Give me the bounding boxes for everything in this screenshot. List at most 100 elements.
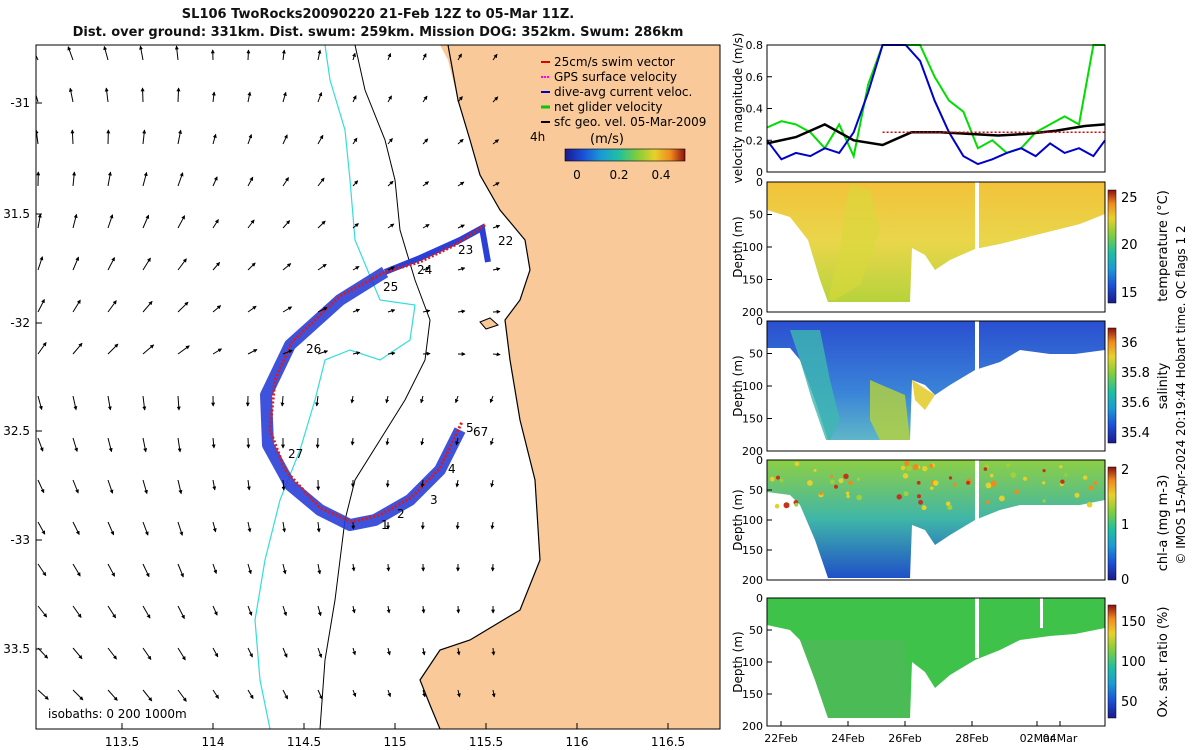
map-xtick-label-114.5: 114.5 bbox=[287, 735, 321, 749]
velocity-arrow-122 bbox=[385, 395, 390, 404]
isobath-1000m bbox=[254, 45, 416, 729]
chl-a-point-61 bbox=[1088, 485, 1094, 491]
day-label-2: 2 bbox=[397, 507, 405, 521]
chl-a-point-52 bbox=[966, 480, 971, 485]
velocity-arrow-105 bbox=[282, 349, 293, 355]
legend-swim-vector: 25cm/s swim vector bbox=[554, 55, 675, 69]
chl-a-depth-tick-200: 200 bbox=[742, 574, 763, 587]
oxsat-cbar-tick-150: 150 bbox=[1121, 615, 1146, 630]
oxsat-gap bbox=[975, 598, 979, 658]
velocity-arrow-83 bbox=[492, 267, 501, 272]
chl-a-point-53 bbox=[945, 501, 951, 507]
chl-a-point-7 bbox=[783, 502, 790, 509]
velocity-arrow-145 bbox=[212, 479, 217, 491]
velocity-arrow-12 bbox=[457, 53, 462, 61]
velocity-arrow-24 bbox=[387, 95, 392, 103]
velocity-arrow-228 bbox=[178, 732, 187, 743]
velocity-ylabel: velocity magnitude (m/s) bbox=[731, 33, 745, 184]
velocity-arrow-203 bbox=[282, 647, 288, 658]
chl-a-point-54 bbox=[906, 465, 912, 472]
velocity-arrow-183 bbox=[72, 605, 82, 618]
velocity-arrow-64 bbox=[317, 220, 326, 229]
velocity-arrow-32 bbox=[177, 129, 183, 145]
velocity-arrow-134 bbox=[315, 437, 320, 449]
chl-a-point-30 bbox=[769, 476, 775, 482]
velocity-arrow-60 bbox=[177, 215, 186, 229]
salinity-cbar-tick-35.8: 35.8 bbox=[1121, 366, 1150, 381]
map-axes-frame bbox=[35, 44, 721, 730]
velocity-arrow-31 bbox=[142, 129, 147, 145]
day-label-4: 4 bbox=[448, 462, 456, 476]
temperature-cbar-tick-20: 20 bbox=[1121, 238, 1138, 253]
chl-a-point-31 bbox=[912, 464, 919, 470]
map-ytick-label-31.5: 31.5 bbox=[3, 207, 30, 221]
map-legend: 25cm/s swim vector GPS surface velocity … bbox=[530, 55, 706, 182]
legend-net-velocity: net glider velocity bbox=[554, 100, 662, 114]
velocity-arrow-214 bbox=[177, 689, 187, 702]
temperature-colorbar bbox=[1107, 189, 1117, 304]
velocity-arrow-150 bbox=[385, 479, 390, 488]
chl-a-point-22 bbox=[916, 480, 921, 485]
salinity-gap bbox=[975, 321, 979, 381]
chl-a-point-46 bbox=[904, 460, 910, 466]
velocity-arrow-217 bbox=[282, 689, 289, 700]
day-label-67: 67 bbox=[473, 425, 488, 439]
chl-a-point-32 bbox=[918, 499, 923, 505]
temperature-depth-tick-200: 200 bbox=[742, 306, 763, 319]
velocity-arrow-174 bbox=[247, 563, 252, 575]
velocity-arrow-146 bbox=[246, 479, 251, 491]
velocity-arrow-235 bbox=[423, 732, 426, 739]
chl-a-point-45 bbox=[900, 465, 906, 471]
velocity-arrow-125 bbox=[489, 395, 494, 404]
velocity-arrow-188 bbox=[247, 605, 253, 616]
section-axis-ticks: 0 50 100 150 200 Depth (m) 0 50 100 150 200 Depth (… bbox=[731, 176, 1078, 745]
velocity-arrow-121 bbox=[350, 395, 355, 404]
chl-a-point-63 bbox=[932, 480, 939, 486]
map-ytick-label--33: -33 bbox=[10, 533, 30, 547]
velocity-arrow-170 bbox=[107, 563, 116, 577]
velocity-arrow-44 bbox=[107, 171, 112, 187]
chl-a-point-14 bbox=[794, 502, 799, 507]
salinity-colorbar bbox=[1107, 327, 1117, 444]
day-label-22: 22 bbox=[498, 234, 513, 248]
velocity-arrow-65 bbox=[352, 223, 359, 229]
velocity-axes-background bbox=[767, 45, 1105, 172]
velocity-arrow-224 bbox=[38, 732, 49, 741]
colorbar-tick-0: 0 bbox=[573, 168, 581, 182]
velocity-arrow-176 bbox=[317, 563, 322, 575]
velocity-arrow-216 bbox=[247, 689, 254, 700]
velocity-arrow-58 bbox=[107, 214, 114, 229]
velocity-arrow-196 bbox=[37, 647, 49, 659]
velocity-arrow-198 bbox=[107, 647, 117, 660]
velocity-arrow-36 bbox=[317, 134, 324, 145]
chl-a-point-1 bbox=[848, 480, 853, 486]
map-ytick-label-33.5: 33.5 bbox=[3, 642, 30, 656]
chl-a-point-19 bbox=[903, 491, 909, 497]
oxsat-label: Ox. sat. ratio (%) bbox=[1156, 607, 1171, 718]
velocity-arrow-26 bbox=[457, 96, 463, 103]
velocity-arrow-55 bbox=[492, 182, 500, 187]
oxsat-gap-2 bbox=[1040, 598, 1043, 628]
map-xtick-label-116.5: 116.5 bbox=[651, 735, 685, 749]
chl-a-point-17 bbox=[983, 467, 988, 471]
velocity-panel: 0 0.2 0.4 0.6 0.8 velocity magnitude (m/s) bbox=[731, 33, 1106, 184]
temperature-panel: 25 20 15 temperature (°C) bbox=[766, 181, 1171, 313]
temperature-depth-tick-50: 50 bbox=[749, 209, 763, 222]
velocity-arrow-66 bbox=[387, 223, 395, 229]
day-label-25: 25 bbox=[383, 280, 398, 294]
velocity-arrow-207 bbox=[421, 647, 426, 656]
chl-a-point-0 bbox=[930, 486, 934, 490]
velocity-arrow-233 bbox=[353, 732, 356, 738]
salinity-cbar-tick-36: 36 bbox=[1121, 336, 1138, 351]
velocity-arrow-173 bbox=[212, 563, 218, 575]
velocity-arrow-15 bbox=[68, 87, 74, 103]
map-ytick-label-32.5: 32.5 bbox=[3, 424, 30, 438]
velocity-arrow-132 bbox=[246, 437, 251, 449]
velocity-arrow-91 bbox=[282, 306, 293, 313]
velocity-arrow-70 bbox=[37, 256, 44, 271]
velocity-arrow-144 bbox=[177, 479, 183, 495]
velocity-arrow-158 bbox=[177, 521, 184, 536]
chl-a-point-55 bbox=[985, 482, 992, 489]
velocity-arrow-220 bbox=[387, 689, 392, 698]
colorbar-tick-0.2: 0.2 bbox=[609, 168, 628, 182]
